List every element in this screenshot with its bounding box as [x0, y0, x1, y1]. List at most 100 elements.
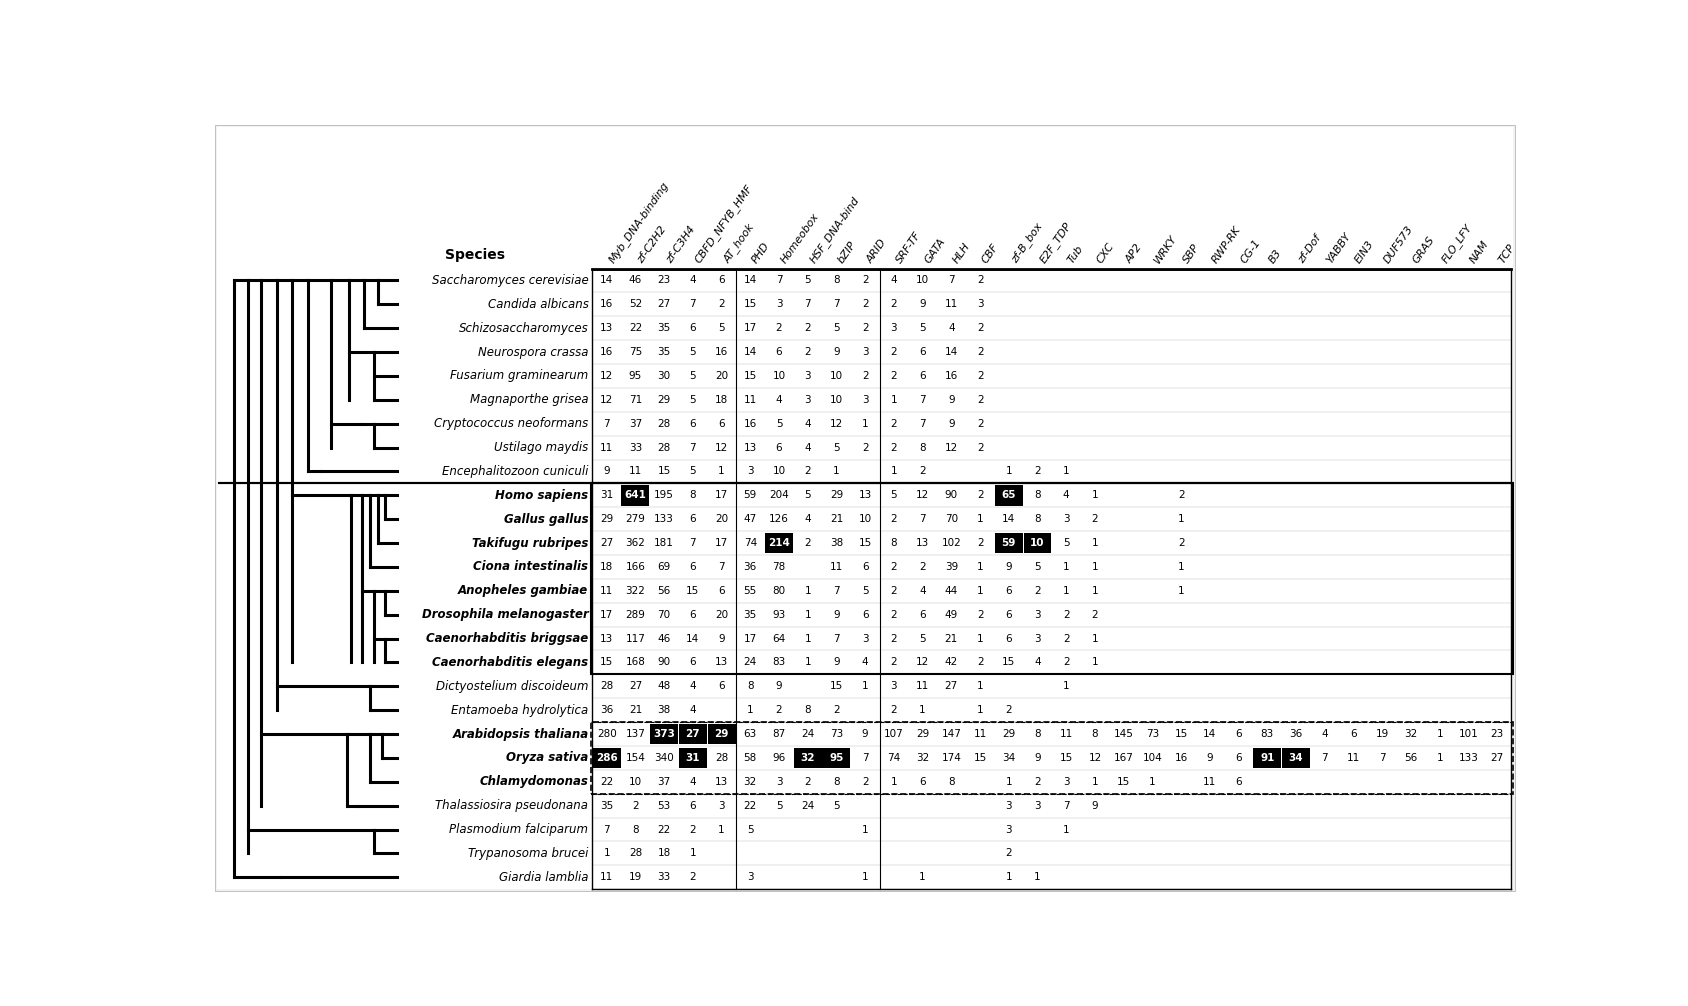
Text: 78: 78 [773, 562, 785, 572]
Bar [1283, 747, 1310, 769]
Text: Trypanosoma brucei: Trypanosoma brucei [468, 847, 589, 860]
Text: SRF-TF: SRF-TF [895, 230, 923, 266]
Text: 14: 14 [945, 347, 959, 357]
Text: 5: 5 [805, 276, 810, 286]
Text: 3: 3 [1035, 634, 1041, 644]
Text: 20: 20 [716, 610, 728, 620]
Text: 70: 70 [658, 610, 670, 620]
Text: 32: 32 [1404, 729, 1418, 739]
Text: SBP: SBP [1182, 242, 1202, 266]
Text: 214: 214 [768, 538, 790, 548]
Text: Thalassiosira pseudonana: Thalassiosira pseudonana [436, 799, 589, 812]
Text: 27: 27 [945, 681, 959, 691]
Text: 29: 29 [714, 729, 729, 739]
Text: 11: 11 [945, 300, 959, 310]
Text: 1: 1 [977, 634, 984, 644]
Text: 6: 6 [920, 610, 927, 620]
Text: 195: 195 [655, 490, 674, 500]
Text: 2: 2 [891, 300, 898, 310]
Text: CXC: CXC [1096, 241, 1116, 266]
Text: 2: 2 [977, 323, 984, 333]
Text: 2: 2 [977, 538, 984, 548]
Text: 154: 154 [626, 752, 645, 763]
Text: 74: 74 [888, 752, 900, 763]
Text: 8: 8 [834, 777, 839, 787]
Text: 8: 8 [1035, 490, 1041, 500]
Text: 3: 3 [891, 323, 898, 333]
Text: AP2: AP2 [1124, 242, 1144, 266]
Text: 2: 2 [891, 657, 898, 667]
Bar [621, 485, 650, 506]
Text: 2: 2 [891, 705, 898, 715]
Text: Plasmodium falciparum: Plasmodium falciparum [449, 823, 589, 836]
Text: 47: 47 [744, 514, 756, 524]
Text: 90: 90 [658, 657, 670, 667]
Text: 33: 33 [658, 872, 670, 882]
Text: 90: 90 [945, 490, 957, 500]
Text: 6: 6 [717, 681, 724, 691]
Text: 2: 2 [977, 371, 984, 381]
Text: 36: 36 [599, 705, 613, 715]
Text: 1: 1 [1178, 514, 1185, 524]
Text: 1: 1 [805, 657, 810, 667]
Text: 2: 2 [977, 347, 984, 357]
Text: 3: 3 [776, 300, 782, 310]
Text: Species: Species [444, 248, 505, 263]
Text: 6: 6 [863, 562, 869, 572]
Text: 24: 24 [744, 657, 756, 667]
Text: 8: 8 [920, 443, 927, 453]
Text: 1: 1 [805, 610, 810, 620]
Text: 23: 23 [1491, 729, 1504, 739]
Text: Homo sapiens: Homo sapiens [495, 489, 589, 502]
Text: 17: 17 [716, 538, 728, 548]
Text: 1: 1 [977, 514, 984, 524]
Text: 174: 174 [942, 752, 960, 763]
Text: 2: 2 [863, 300, 869, 310]
Text: 641: 641 [625, 490, 647, 500]
Text: 36: 36 [1290, 729, 1303, 739]
Text: 28: 28 [658, 418, 670, 429]
Bar [679, 747, 707, 769]
Text: 1: 1 [748, 705, 753, 715]
Text: 69: 69 [658, 562, 670, 572]
Text: 1: 1 [1063, 681, 1070, 691]
Text: 2: 2 [805, 467, 810, 477]
Text: 15: 15 [599, 657, 613, 667]
Text: 8: 8 [949, 777, 955, 787]
Text: 1: 1 [1092, 777, 1099, 787]
Text: Drosophila melanogaster: Drosophila melanogaster [422, 609, 589, 621]
Text: 1: 1 [1092, 657, 1099, 667]
Text: Giardia lamblia: Giardia lamblia [500, 871, 589, 883]
Text: 2: 2 [1178, 490, 1185, 500]
Text: 3: 3 [863, 634, 869, 644]
Text: Caenorhabditis elegans: Caenorhabditis elegans [432, 656, 589, 669]
Text: 2: 2 [920, 467, 927, 477]
Text: 5: 5 [1063, 538, 1070, 548]
Text: 24: 24 [802, 801, 814, 811]
Text: 6: 6 [1350, 729, 1357, 739]
Text: 37: 37 [658, 777, 670, 787]
Bar [591, 484, 1512, 674]
Text: 4: 4 [776, 394, 782, 404]
Text: 1: 1 [717, 825, 724, 835]
Text: 11: 11 [599, 443, 613, 453]
Text: 8: 8 [1092, 729, 1099, 739]
Text: 23: 23 [658, 276, 670, 286]
Text: 46: 46 [658, 634, 670, 644]
Text: 12: 12 [945, 443, 959, 453]
Text: 95: 95 [628, 371, 641, 381]
Text: 322: 322 [626, 585, 645, 596]
Text: 13: 13 [859, 490, 871, 500]
Text: 21: 21 [945, 634, 959, 644]
Text: 15: 15 [830, 681, 842, 691]
Text: 1: 1 [689, 848, 695, 858]
Text: 1: 1 [1092, 538, 1099, 548]
Text: 6: 6 [1236, 777, 1242, 787]
Text: 17: 17 [744, 323, 756, 333]
Text: 2: 2 [717, 300, 724, 310]
Text: Arabidopsis thaliana: Arabidopsis thaliana [452, 727, 589, 740]
Bar [1023, 532, 1052, 553]
Text: 7: 7 [949, 276, 955, 286]
Text: 12: 12 [599, 394, 613, 404]
Text: 19: 19 [628, 872, 641, 882]
